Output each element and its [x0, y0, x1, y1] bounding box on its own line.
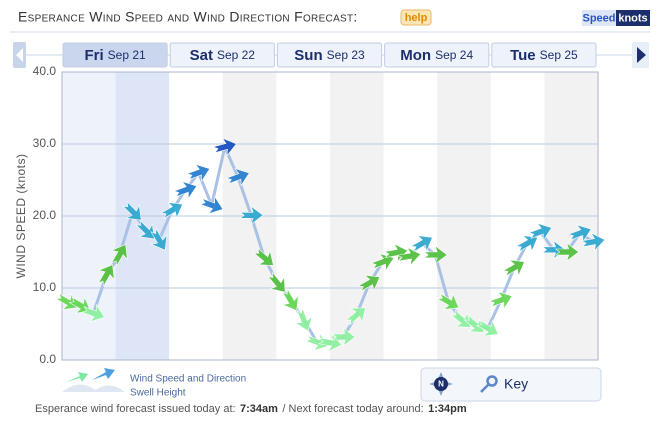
- day-tab[interactable]: [491, 42, 597, 68]
- day-name: Fri: [84, 47, 103, 64]
- widget-title: Esperance Wind Speed and Wind Direction …: [18, 9, 358, 25]
- legend-swell: Swell Height: [130, 388, 186, 399]
- footer-next-label: / Next forecast today around:: [282, 403, 423, 415]
- y-axis-label: WIND SPEED (knots): [14, 153, 28, 278]
- wind-arrow: [463, 314, 485, 333]
- key-icon: [480, 383, 490, 393]
- day-name: Sun: [294, 47, 322, 64]
- day-tab-label[interactable]: Tue Sep 25: [510, 47, 578, 64]
- day-date: Sep 24: [435, 48, 473, 62]
- y-tick-label: 10.0: [33, 280, 57, 294]
- wind-arrow: [370, 253, 395, 272]
- day-tab-label[interactable]: Mon Sep 24: [400, 47, 473, 64]
- plot-border: [61, 71, 599, 361]
- compass-center: [434, 377, 448, 391]
- day-name: Mon: [400, 47, 431, 64]
- footer-issued: 7:34am: [240, 403, 278, 415]
- key-label[interactable]: Key: [504, 376, 528, 392]
- unit-active[interactable]: [616, 10, 650, 26]
- wind-arrow: [267, 271, 286, 293]
- wind-arrow: [580, 232, 606, 252]
- footer: Esperance wind forecast issued today at:…: [35, 400, 467, 417]
- wind-arrow: [97, 264, 115, 287]
- day-tab-label[interactable]: Sun Sep 23: [294, 47, 365, 64]
- wind-arrow: [515, 235, 539, 253]
- wind-arrow: [541, 239, 566, 260]
- help-badge[interactable]: [400, 9, 432, 26]
- wind-arrow: [383, 243, 409, 263]
- prev-arrow[interactable]: [16, 48, 23, 62]
- y-tick-label: 40.0: [33, 64, 57, 78]
- wind-arrow: [410, 235, 433, 253]
- wind-arrow: [173, 181, 198, 200]
- wind-arrow: [199, 195, 224, 215]
- wind-arrow: [294, 307, 313, 332]
- legend-arrow: [66, 372, 88, 382]
- key-icon: [486, 375, 498, 387]
- day-tab-label[interactable]: Fri Sep 21: [84, 47, 146, 64]
- wind-arrow: [281, 288, 299, 312]
- wind-arrow: [436, 292, 460, 310]
- unit-toggle[interactable]: [582, 10, 616, 26]
- wind-arrow: [253, 247, 274, 266]
- y-tick-label: 0.0: [39, 352, 56, 366]
- wind-arrow: [135, 219, 155, 240]
- wind-arrow: [554, 242, 580, 262]
- wind-arrow: [450, 309, 472, 328]
- day-tab[interactable]: [384, 42, 490, 68]
- wind-arrow: [528, 222, 553, 242]
- day-date: Sep 25: [540, 48, 578, 62]
- day-date: Sep 21: [108, 48, 146, 62]
- compass-n: N: [438, 380, 444, 389]
- day-name: Sat: [190, 47, 213, 64]
- wind-arrow: [488, 291, 513, 310]
- y-tick-label: 20.0: [33, 208, 57, 222]
- day-tab[interactable]: [169, 42, 275, 68]
- wind-arrow: [345, 307, 366, 326]
- wind-arrow: [317, 332, 343, 353]
- wind-arrow: [150, 227, 168, 251]
- wind-arrow: [212, 137, 237, 157]
- unit-label[interactable]: Speed: [582, 12, 615, 24]
- wind-arrow: [357, 274, 381, 292]
- wind-arrow: [80, 303, 106, 323]
- key-box[interactable]: [420, 367, 602, 402]
- wind-arrow: [502, 259, 525, 277]
- wind-arrow: [186, 163, 211, 183]
- wind-arrow: [331, 327, 356, 347]
- swell-icon: [62, 384, 125, 392]
- footer-issued-label: Esperance wind forecast issued today at:: [35, 403, 236, 415]
- wind-arrow: [239, 205, 264, 226]
- wind-arrow: [475, 319, 499, 337]
- legend: Wind Speed and Direction Swell Height: [62, 368, 246, 399]
- wind-arrow: [423, 245, 448, 265]
- day-date: Sep 22: [217, 48, 255, 62]
- wind-arrow: [122, 200, 142, 221]
- day-date: Sep 23: [327, 48, 365, 62]
- legend-arrow: [92, 368, 115, 380]
- plot: 0.0 10.0 20.0 30.0 40.0: [33, 64, 606, 366]
- wind-arrow: [160, 201, 184, 220]
- wind-arrow: [68, 296, 92, 314]
- day-name: Tue: [510, 47, 536, 64]
- next-arrow[interactable]: [637, 47, 646, 63]
- y-tick-label: 30.0: [33, 136, 57, 150]
- day-tab-label[interactable]: Sat Sep 22: [190, 47, 256, 64]
- day-tab[interactable]: [62, 42, 168, 68]
- wind-arrow: [396, 246, 422, 267]
- wind-arrow: [225, 168, 250, 187]
- help-text[interactable]: help: [405, 12, 428, 24]
- legend-speed: Wind Speed and Direction: [130, 374, 246, 385]
- day-tabs: Fri Sep 21 Sat Sep 22 Sun Sep 23 Mon Sep 24 Tue S…: [62, 42, 597, 68]
- day-tab[interactable]: [276, 42, 383, 68]
- wind-arrow: [110, 244, 128, 267]
- unit-value[interactable]: knots: [618, 12, 647, 24]
- footer-next: 1:34pm: [428, 403, 467, 415]
